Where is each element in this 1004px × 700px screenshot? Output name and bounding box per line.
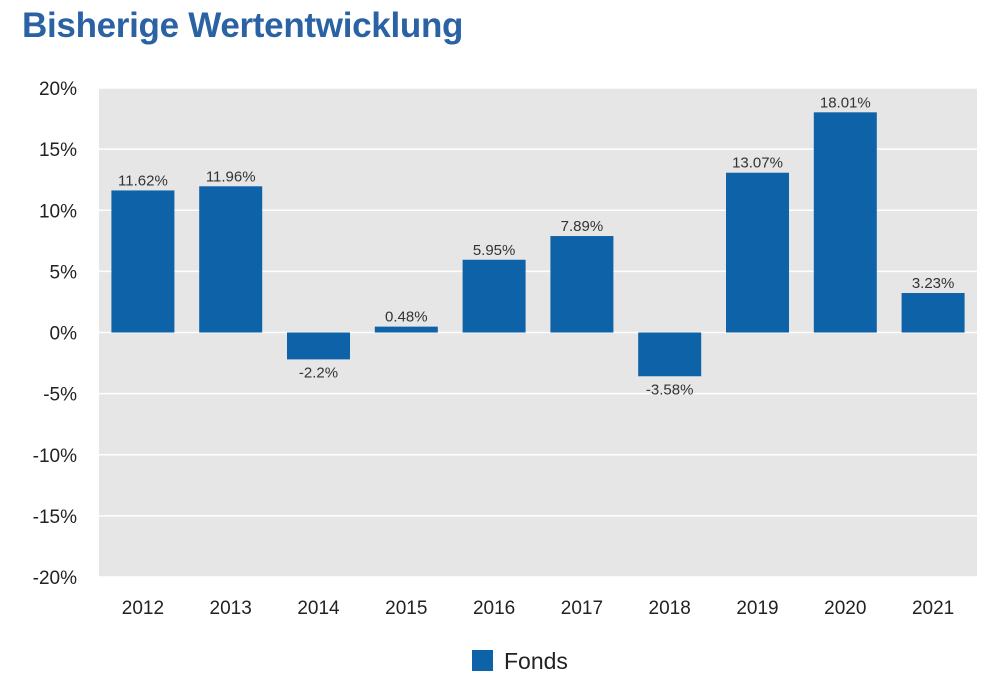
x-tick-label: 2021 xyxy=(912,598,954,619)
bar-2012 xyxy=(111,190,175,333)
x-tick-label: 2015 xyxy=(385,598,427,619)
x-tick-label: 2019 xyxy=(736,598,778,619)
x-tick-label: 2013 xyxy=(210,598,252,619)
data-label-2014: -2.2% xyxy=(299,364,338,381)
y-tick-label: -15% xyxy=(33,507,77,528)
y-tick-label: 15% xyxy=(39,140,77,161)
legend: Fonds xyxy=(472,648,568,674)
x-tick-label: 2020 xyxy=(824,598,866,619)
bar-2020 xyxy=(813,112,877,333)
data-label-2020: 18.01% xyxy=(820,94,871,111)
data-labels: 11.62% 11.96% -2.2% 0.48% 5.95% 7.89% -3.58% 13… xyxy=(118,94,954,398)
bar-2019 xyxy=(726,172,789,333)
y-tick-label: 10% xyxy=(39,201,77,222)
x-axis: 2012 2013 2014 2015 2016 2017 2018 2019 2020 2021 xyxy=(122,598,954,619)
y-tick-label: 20% xyxy=(39,79,77,100)
bar-2015 xyxy=(374,326,438,333)
bar-2014 xyxy=(287,332,350,360)
data-label-2012: 11.62% xyxy=(118,172,168,189)
x-tick-label: 2012 xyxy=(122,598,164,619)
x-tick-label: 2016 xyxy=(473,598,515,619)
legend-label: Fonds xyxy=(504,648,568,674)
bar-2016 xyxy=(462,259,526,333)
bar-2017 xyxy=(550,236,614,333)
bars xyxy=(111,112,965,377)
legend-swatch xyxy=(472,650,493,671)
x-tick-label: 2014 xyxy=(297,598,340,619)
data-label-2018: -3.58% xyxy=(646,381,694,398)
bar-2018 xyxy=(638,332,702,377)
data-label-2021: 3.23% xyxy=(912,275,955,292)
y-tick-label: 5% xyxy=(50,262,78,283)
chart-title: Bisherige Wertentwicklung xyxy=(22,6,464,45)
x-tick-label: 2018 xyxy=(649,598,691,619)
y-tick-label: -20% xyxy=(33,568,77,589)
bar-2021 xyxy=(901,293,965,333)
data-label-2015: 0.48% xyxy=(385,309,428,326)
y-tick-label: -5% xyxy=(43,385,77,406)
y-tick-label: -10% xyxy=(33,446,77,467)
data-label-2017: 7.89% xyxy=(561,218,604,235)
x-tick-label: 2017 xyxy=(561,598,603,619)
data-label-2013: 11.96% xyxy=(206,168,256,185)
y-tick-label: 0% xyxy=(50,324,78,345)
bar-2013 xyxy=(199,186,263,333)
data-label-2019: 13.07% xyxy=(732,155,783,172)
y-axis: 20% 15% 10% 5% 0% -5% -10% -15% -20% xyxy=(33,79,77,589)
data-label-2016: 5.95% xyxy=(473,242,516,259)
